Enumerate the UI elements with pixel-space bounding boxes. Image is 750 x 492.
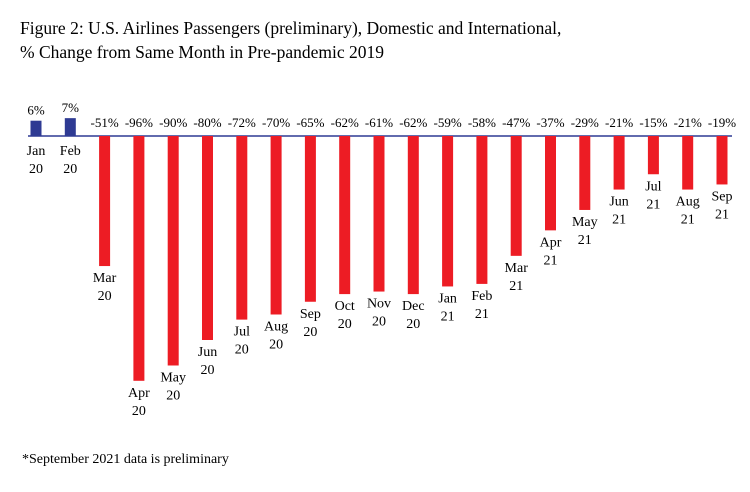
data-label-20: -19%	[708, 115, 736, 130]
tick-label-15-0: Apr	[540, 235, 562, 250]
bar-15	[545, 136, 556, 231]
bar-14	[510, 136, 522, 256]
bar-11	[407, 136, 419, 295]
bar-19	[682, 136, 694, 190]
data-label-13: -58%	[468, 115, 496, 130]
data-label-4: -90%	[159, 115, 187, 130]
bar-6	[236, 136, 248, 320]
tick-label-0-0: Jan	[27, 144, 46, 159]
data-label-1: 7%	[62, 100, 80, 115]
tick-label-13-1: 21	[475, 307, 489, 322]
tick-label-18-1: 21	[646, 197, 660, 212]
footnote: *September 2021 data is preliminary	[22, 452, 229, 467]
bar-0	[30, 120, 42, 136]
tick-label-14-1: 21	[509, 279, 523, 294]
tick-label-6-0: Jul	[234, 325, 250, 340]
data-label-3: -96%	[125, 115, 153, 130]
data-label-18: -15%	[639, 115, 667, 130]
tick-label-16-0: May	[572, 215, 598, 230]
tick-label-8-1: 20	[303, 325, 317, 340]
data-label-12: -59%	[434, 115, 462, 130]
data-label-2: -51%	[91, 115, 119, 130]
tick-label-0-1: 20	[29, 162, 43, 177]
tick-label-1-1: 20	[63, 162, 77, 177]
data-label-5: -80%	[193, 115, 221, 130]
tick-label-1-0: Feb	[60, 144, 81, 159]
bar-5	[202, 136, 213, 340]
data-label-17: -21%	[605, 115, 633, 130]
tick-label-10-0: Nov	[367, 297, 391, 312]
bar-7	[270, 136, 282, 315]
bar-1	[64, 118, 76, 136]
tick-label-19-1: 21	[681, 213, 695, 228]
tick-label-8-0: Sep	[300, 307, 321, 322]
data-label-15: -37%	[536, 115, 564, 130]
tick-label-5-1: 20	[201, 363, 215, 378]
data-label-11: -62%	[399, 115, 427, 130]
tick-label-19-0: Aug	[676, 195, 700, 210]
tick-label-9-1: 20	[338, 317, 352, 332]
bar-4	[167, 136, 179, 366]
data-label-0: 6%	[27, 103, 45, 118]
tick-label-3-0: Apr	[128, 386, 150, 401]
tick-label-20-0: Sep	[712, 189, 733, 204]
bar-16	[579, 136, 591, 210]
bar-3	[133, 136, 145, 381]
chart-title-line-1: Figure 2: U.S. Airlines Passengers (prel…	[20, 18, 562, 38]
tick-label-11-1: 20	[406, 317, 420, 332]
tick-label-17-0: Jun	[609, 195, 628, 210]
tick-label-20-1: 21	[715, 207, 729, 222]
tick-label-12-1: 21	[441, 309, 455, 324]
bar-10	[373, 136, 385, 292]
chart-title: Figure 2: U.S. Airlines Passengers (prel…	[20, 16, 561, 64]
tick-label-10-1: 20	[372, 315, 386, 330]
bar-12	[442, 136, 454, 287]
tick-label-7-1: 20	[269, 338, 283, 353]
tick-label-4-0: May	[160, 371, 186, 386]
tick-label-17-1: 21	[612, 213, 626, 228]
bar-18	[647, 136, 659, 175]
data-label-9: -62%	[331, 115, 359, 130]
tick-label-9-0: Oct	[335, 299, 355, 314]
tick-label-12-0: Jan	[438, 291, 457, 306]
data-label-14: -47%	[502, 115, 530, 130]
bar-8	[304, 136, 316, 302]
bar-13	[476, 136, 488, 284]
bar-17	[613, 136, 625, 190]
bar-2	[99, 136, 111, 267]
data-label-7: -70%	[262, 115, 290, 130]
tick-label-5-0: Jun	[198, 345, 217, 360]
bar-20	[716, 136, 728, 185]
bar-9	[339, 136, 351, 295]
tick-label-2-0: Mar	[93, 271, 117, 286]
data-label-10: -61%	[365, 115, 393, 130]
data-label-19: -21%	[674, 115, 702, 130]
data-label-16: -29%	[571, 115, 599, 130]
tick-label-11-0: Dec	[402, 299, 425, 314]
tick-label-3-1: 20	[132, 404, 146, 419]
data-label-8: -65%	[296, 115, 324, 130]
tick-label-15-1: 21	[544, 253, 558, 268]
tick-label-4-1: 20	[166, 389, 180, 404]
chart-title-line-2: % Change from Same Month in Pre-pandemic…	[20, 42, 385, 62]
tick-label-16-1: 21	[578, 233, 592, 248]
tick-label-7-0: Aug	[264, 320, 288, 335]
tick-label-13-0: Feb	[471, 289, 492, 304]
data-label-6: -72%	[228, 115, 256, 130]
tick-label-14-0: Mar	[505, 261, 529, 276]
tick-label-18-0: Jul	[645, 179, 661, 194]
tick-label-2-1: 20	[98, 289, 112, 304]
tick-label-6-1: 20	[235, 343, 249, 358]
